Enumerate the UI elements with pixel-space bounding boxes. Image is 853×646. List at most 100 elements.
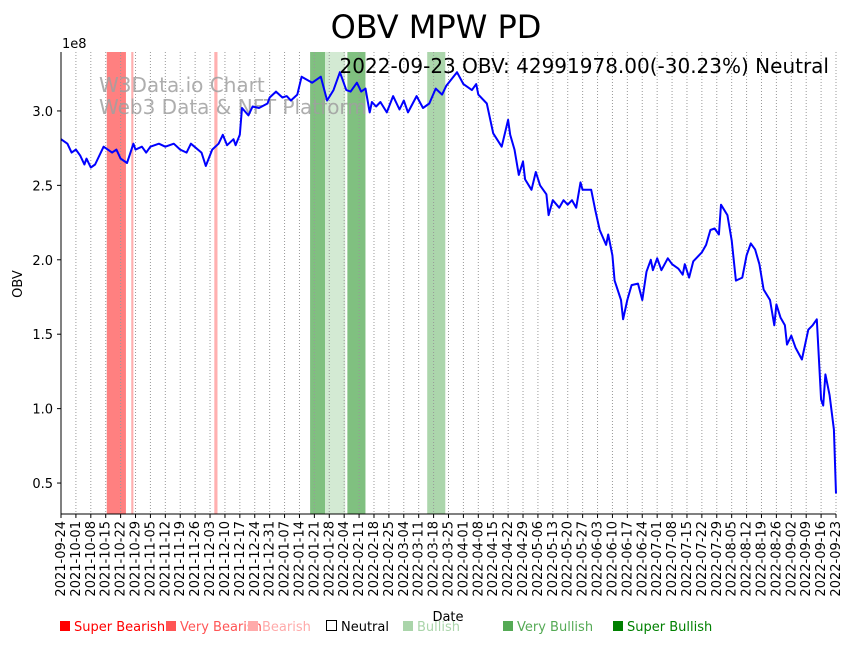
legend-label: Bullish bbox=[417, 620, 461, 635]
x-tick-label: 2021-10-29 bbox=[129, 521, 144, 597]
band-very-bullish bbox=[310, 52, 326, 514]
x-tick-label: 2022-09-09 bbox=[799, 521, 814, 597]
x-tick-label: 2022-04-08 bbox=[471, 521, 486, 597]
x-tick-label: 2022-02-25 bbox=[382, 521, 397, 597]
legend-label: Very Bearish bbox=[180, 620, 262, 635]
y-axis-label: OBV bbox=[11, 270, 26, 298]
legend-swatch bbox=[60, 621, 70, 631]
x-tick-label: 2021-10-15 bbox=[99, 521, 114, 597]
x-tick-label: 2021-12-10 bbox=[218, 521, 233, 597]
y-tick-label: 2.0 bbox=[32, 254, 53, 269]
y-tick-label: 2.5 bbox=[32, 179, 53, 194]
x-tick-label: 2022-03-25 bbox=[442, 521, 457, 597]
x-tick-label: 2022-06-10 bbox=[605, 521, 620, 597]
band-bearish bbox=[214, 52, 218, 514]
watermark-line-1: W3Data.io Chart bbox=[99, 73, 265, 97]
chart-annotation: 2022-09-23 OBV: 42991978.00(-30.23%) Neu… bbox=[340, 54, 829, 78]
obv-series-line bbox=[60, 71, 837, 494]
x-tick-label: 2022-06-03 bbox=[591, 521, 606, 597]
x-tick-label: 2021-11-26 bbox=[188, 521, 203, 597]
x-tick-label: 2021-11-19 bbox=[173, 521, 188, 597]
x-tick-label: 2021-12-31 bbox=[263, 521, 278, 597]
legend-item-bearish: Bearish bbox=[248, 620, 311, 635]
band-very-bearish bbox=[106, 52, 126, 514]
x-tick-label: 2022-07-08 bbox=[665, 521, 680, 597]
legend-swatch bbox=[248, 621, 258, 631]
x-ticks: 2021-09-24 2021-10-01 2021-10-08 2021-10-15… bbox=[54, 514, 844, 597]
x-tick-label: 2021-09-24 bbox=[54, 521, 69, 597]
x-tick-label: 2022-04-01 bbox=[456, 521, 471, 597]
grid-lines bbox=[60, 52, 837, 514]
legend-swatch bbox=[326, 620, 337, 631]
legend-swatch bbox=[166, 621, 176, 631]
y-ticks: 0.5 1.0 1.5 2.0 2.5 3.0 bbox=[32, 105, 61, 492]
x-tick-label: 2022-01-14 bbox=[292, 521, 307, 597]
band-bullish bbox=[427, 52, 446, 514]
x-tick-label: 2022-02-04 bbox=[337, 521, 352, 597]
x-tick-label: 2022-08-19 bbox=[754, 521, 769, 597]
x-tick-label: 2021-10-08 bbox=[84, 521, 99, 597]
legend-item-neutral: Neutral bbox=[326, 620, 389, 635]
legend-label: Super Bullish bbox=[627, 620, 713, 635]
x-tick-label: 2022-02-11 bbox=[352, 521, 367, 597]
x-tick-label: 2022-05-13 bbox=[546, 521, 561, 597]
legend-swatch bbox=[403, 621, 413, 631]
y-tick-label: 1.0 bbox=[32, 403, 53, 418]
chart-title: OBV MPW PD bbox=[331, 8, 542, 46]
x-tick-label: 2022-07-29 bbox=[710, 521, 725, 597]
band-bearish bbox=[131, 52, 134, 514]
x-tick-label: 2021-11-05 bbox=[143, 521, 158, 597]
x-tick-label: 2021-10-22 bbox=[114, 521, 129, 597]
watermark: W3Data.io Chart Web3 Data & NFT Platform bbox=[99, 73, 367, 119]
legend-label: Very Bullish bbox=[517, 620, 594, 635]
x-tick-label: 2022-03-18 bbox=[427, 521, 442, 597]
y-tick-label: 0.5 bbox=[32, 477, 53, 492]
x-tick-label: 2022-04-15 bbox=[486, 521, 501, 597]
x-tick-label: 2022-09-23 bbox=[829, 521, 844, 597]
legend-item-very-bearish: Very Bearish bbox=[166, 620, 262, 635]
legend-item-bullish: Bullish bbox=[403, 620, 460, 635]
x-tick-label: 2022-05-27 bbox=[576, 521, 591, 597]
x-tick-label: 2022-01-21 bbox=[307, 521, 322, 597]
x-tick-label: 2022-07-15 bbox=[680, 521, 695, 597]
x-axis-label: Date bbox=[432, 610, 463, 625]
y-tick-label: 1.5 bbox=[32, 328, 53, 343]
x-tick-label: 2021-12-17 bbox=[233, 521, 248, 597]
x-tick-label: 2021-11-12 bbox=[158, 521, 173, 597]
x-tick-label: 2022-03-04 bbox=[397, 521, 412, 597]
x-tick-label: 2022-01-28 bbox=[322, 521, 337, 597]
legend-label: Bearish bbox=[262, 620, 311, 635]
x-tick-label: 2022-05-06 bbox=[531, 521, 546, 597]
x-tick-label: 2022-01-07 bbox=[278, 521, 293, 597]
signal-bands bbox=[106, 52, 446, 514]
x-tick-label: 2021-10-01 bbox=[69, 521, 84, 597]
legend-swatch bbox=[613, 621, 623, 631]
legend-label: Super Bearish bbox=[74, 620, 166, 635]
watermark-line-2: Web3 Data & NFT Platform bbox=[99, 95, 367, 119]
x-tick-label: 2022-07-01 bbox=[650, 521, 665, 597]
legend-label: Neutral bbox=[341, 620, 389, 635]
x-tick-label: 2022-08-26 bbox=[769, 521, 784, 597]
y-tick-label: 3.0 bbox=[32, 105, 53, 120]
x-tick-label: 2022-08-05 bbox=[725, 521, 740, 597]
x-tick-label: 2021-12-03 bbox=[203, 521, 218, 597]
x-tick-label: 2022-04-22 bbox=[501, 521, 516, 597]
legend-item-super-bearish: Super Bearish bbox=[60, 620, 165, 635]
legend-item-super-bullish: Super Bullish bbox=[613, 620, 712, 635]
x-tick-label: 2022-02-18 bbox=[367, 521, 382, 597]
x-tick-label: 2021-12-24 bbox=[248, 521, 263, 597]
x-tick-label: 2022-04-29 bbox=[516, 521, 531, 597]
x-tick-label: 2022-05-20 bbox=[561, 521, 576, 597]
x-tick-label: 2022-06-17 bbox=[620, 521, 635, 597]
x-tick-label: 2022-09-02 bbox=[784, 521, 799, 597]
x-tick-label: 2022-09-16 bbox=[814, 521, 829, 597]
x-tick-label: 2022-08-12 bbox=[740, 521, 755, 597]
x-tick-label: 2022-06-24 bbox=[635, 521, 650, 597]
band-bullish bbox=[325, 52, 346, 514]
legend-item-very-bullish: Very Bullish bbox=[503, 620, 593, 635]
legend-swatch bbox=[503, 621, 513, 631]
x-tick-label: 2022-03-11 bbox=[412, 521, 427, 597]
y-offset-label: 1e8 bbox=[62, 37, 87, 52]
band-very-bullish bbox=[347, 52, 366, 514]
